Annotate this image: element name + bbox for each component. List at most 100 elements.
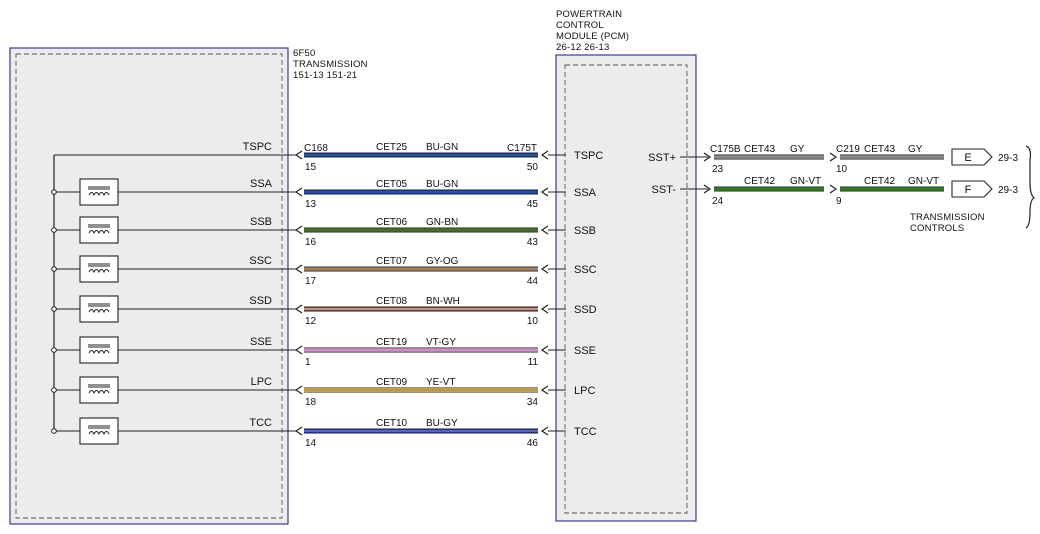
pcm-signal-label: TSPC [574,150,603,162]
sst-circuit-label-2: CET43 [864,144,896,155]
solenoid-box [79,295,119,323]
sst-pcm-connector-label: C175B [710,144,741,155]
splice-dot [51,306,57,312]
pcm-signal-label: SSB [574,225,596,237]
solenoid-icon [88,224,110,235]
solenoid-icon [88,263,110,274]
trans-connector-arrow [294,304,303,314]
sst-inline-connector-label: C219 [836,144,860,155]
sst-circuit-label: CET42 [744,176,776,187]
circuit-label: CET05 [376,179,408,190]
transmission-signal-label: SSA [250,178,273,190]
circuit-row: LPC CET09 YE-VT 18 34 LPC [51,376,595,408]
circuit-row: SSA CET05 BU-GN 13 45 SSA [51,178,597,210]
pcm-pin-number: 46 [527,438,539,449]
pcm-pin-number: 44 [527,276,539,287]
trans-connector-arrow [294,150,303,160]
transmission-header-line3: 151-13 151-21 [293,70,357,81]
sst-signal-label: SST+ [648,152,676,164]
pcm-inner-dashed [564,64,688,514]
pcm-signal-label: SSA [574,187,597,199]
sst-pcm-pin: 23 [712,164,724,175]
splice-dot [51,266,57,272]
solenoid-box [79,178,119,206]
sst-inline-pin: 10 [836,164,848,175]
pcm-outline [555,54,697,522]
wire-color-label: BN-WH [426,296,460,307]
pcm-module: POWERTRAIN CONTROL MODULE (PCM) 26-12 26… [555,9,697,522]
transmission-controls-line1: TRANSMISSION [910,212,985,223]
page-ref: 29-3 [998,185,1018,196]
trans-connector-arrow [294,187,303,197]
solenoid-box [79,376,119,404]
trans-pin-number: 17 [305,276,317,287]
sst-signal-label: SST- [652,184,677,196]
splice-dot [51,428,57,434]
circuit-label: CET07 [376,256,408,267]
pcm-pin-number: 50 [527,162,539,173]
transmission-outline [9,47,289,525]
trans-pin-number: 18 [305,397,317,408]
sst-circuit-row: SST+ CET43 GY CET43 GY 23 10 E 29-3 [648,144,1018,175]
pcm-signal-label: SSD [574,304,597,316]
sst-inline-arrow [829,184,838,194]
terminal-letter: E [964,152,971,164]
page-ref: 29-3 [998,153,1018,164]
page-ref-brace [1025,145,1036,229]
trans-pin-number: 14 [305,438,317,449]
pcm-header-line4: 26-12 26-13 [556,42,609,53]
terminal-flag [951,148,993,166]
wire-color-label: BU-GN [426,142,458,153]
solenoid-icon [88,384,110,395]
circuit-row: TSPC CET25 BU-GN 15 50 TSPC [54,141,603,173]
solenoid-box [79,336,119,364]
wire-color-label: GY-OG [426,256,459,267]
wire-color-label: VT-GY [426,337,456,348]
circuit-label: CET25 [376,142,408,153]
wire-color-label: BU-GN [426,179,458,190]
transmission-signal-label: SSD [249,295,272,307]
trans-pin-number: 15 [305,162,317,173]
solenoid-icon [88,425,110,436]
wire-color-label: GN-BN [426,217,458,228]
pcm-signal-label: SSC [574,264,597,276]
transmission-signal-label: TCC [249,417,272,429]
terminal-letter: F [965,184,972,196]
sst-color-label-2: GN-VT [908,176,939,187]
trans-pin-number: 1 [305,357,311,368]
transmission-signal-label: SSC [249,255,272,267]
circuit-label: CET08 [376,296,408,307]
transmission-signal-label: SSB [250,216,272,228]
wire-color-label: YE-VT [426,377,455,388]
sst-inline-pin: 9 [836,196,842,207]
sst-circuit-label: CET43 [744,144,776,155]
pcm-connector-arrow [540,385,549,395]
sst-circuit-row: SST- CET42 GN-VT CET42 GN-VT 24 9 F 29-3 [652,176,1019,207]
solenoid-icon [88,186,110,197]
circuit-row: SSD CET08 BN-WH 12 10 SSD [51,295,597,327]
pcm-signal-label: TCC [574,426,597,438]
transmission-header-line1: 6F50 [293,48,315,59]
pcm-header-line1: POWERTRAIN [556,9,622,20]
pcm-pin-number: 11 [528,357,539,368]
solenoid-box [79,255,119,283]
trans-connector-arrow [294,345,303,355]
pcm-header-line2: CONTROL [556,20,604,31]
pcm-connector-arrow [540,264,549,274]
trans-connector-arrow [294,225,303,235]
solenoid-box [79,216,119,244]
transmission-header-line2: TRANSMISSION [293,59,368,70]
splice-dot [51,347,57,353]
pcm-pin-number: 34 [527,397,539,408]
pcm-connector-arrow [540,426,549,436]
trans-connector-arrow [294,385,303,395]
trans-connector-arrow [294,264,303,274]
circuit-row: TCC CET10 BU-GY 14 46 TCC [51,417,597,449]
transmission-inner-dashed [15,53,283,519]
sst-color-label: GY [790,144,805,155]
splice-dot [51,387,57,393]
circuit-label: CET19 [376,337,408,348]
splice-dot [51,189,57,195]
